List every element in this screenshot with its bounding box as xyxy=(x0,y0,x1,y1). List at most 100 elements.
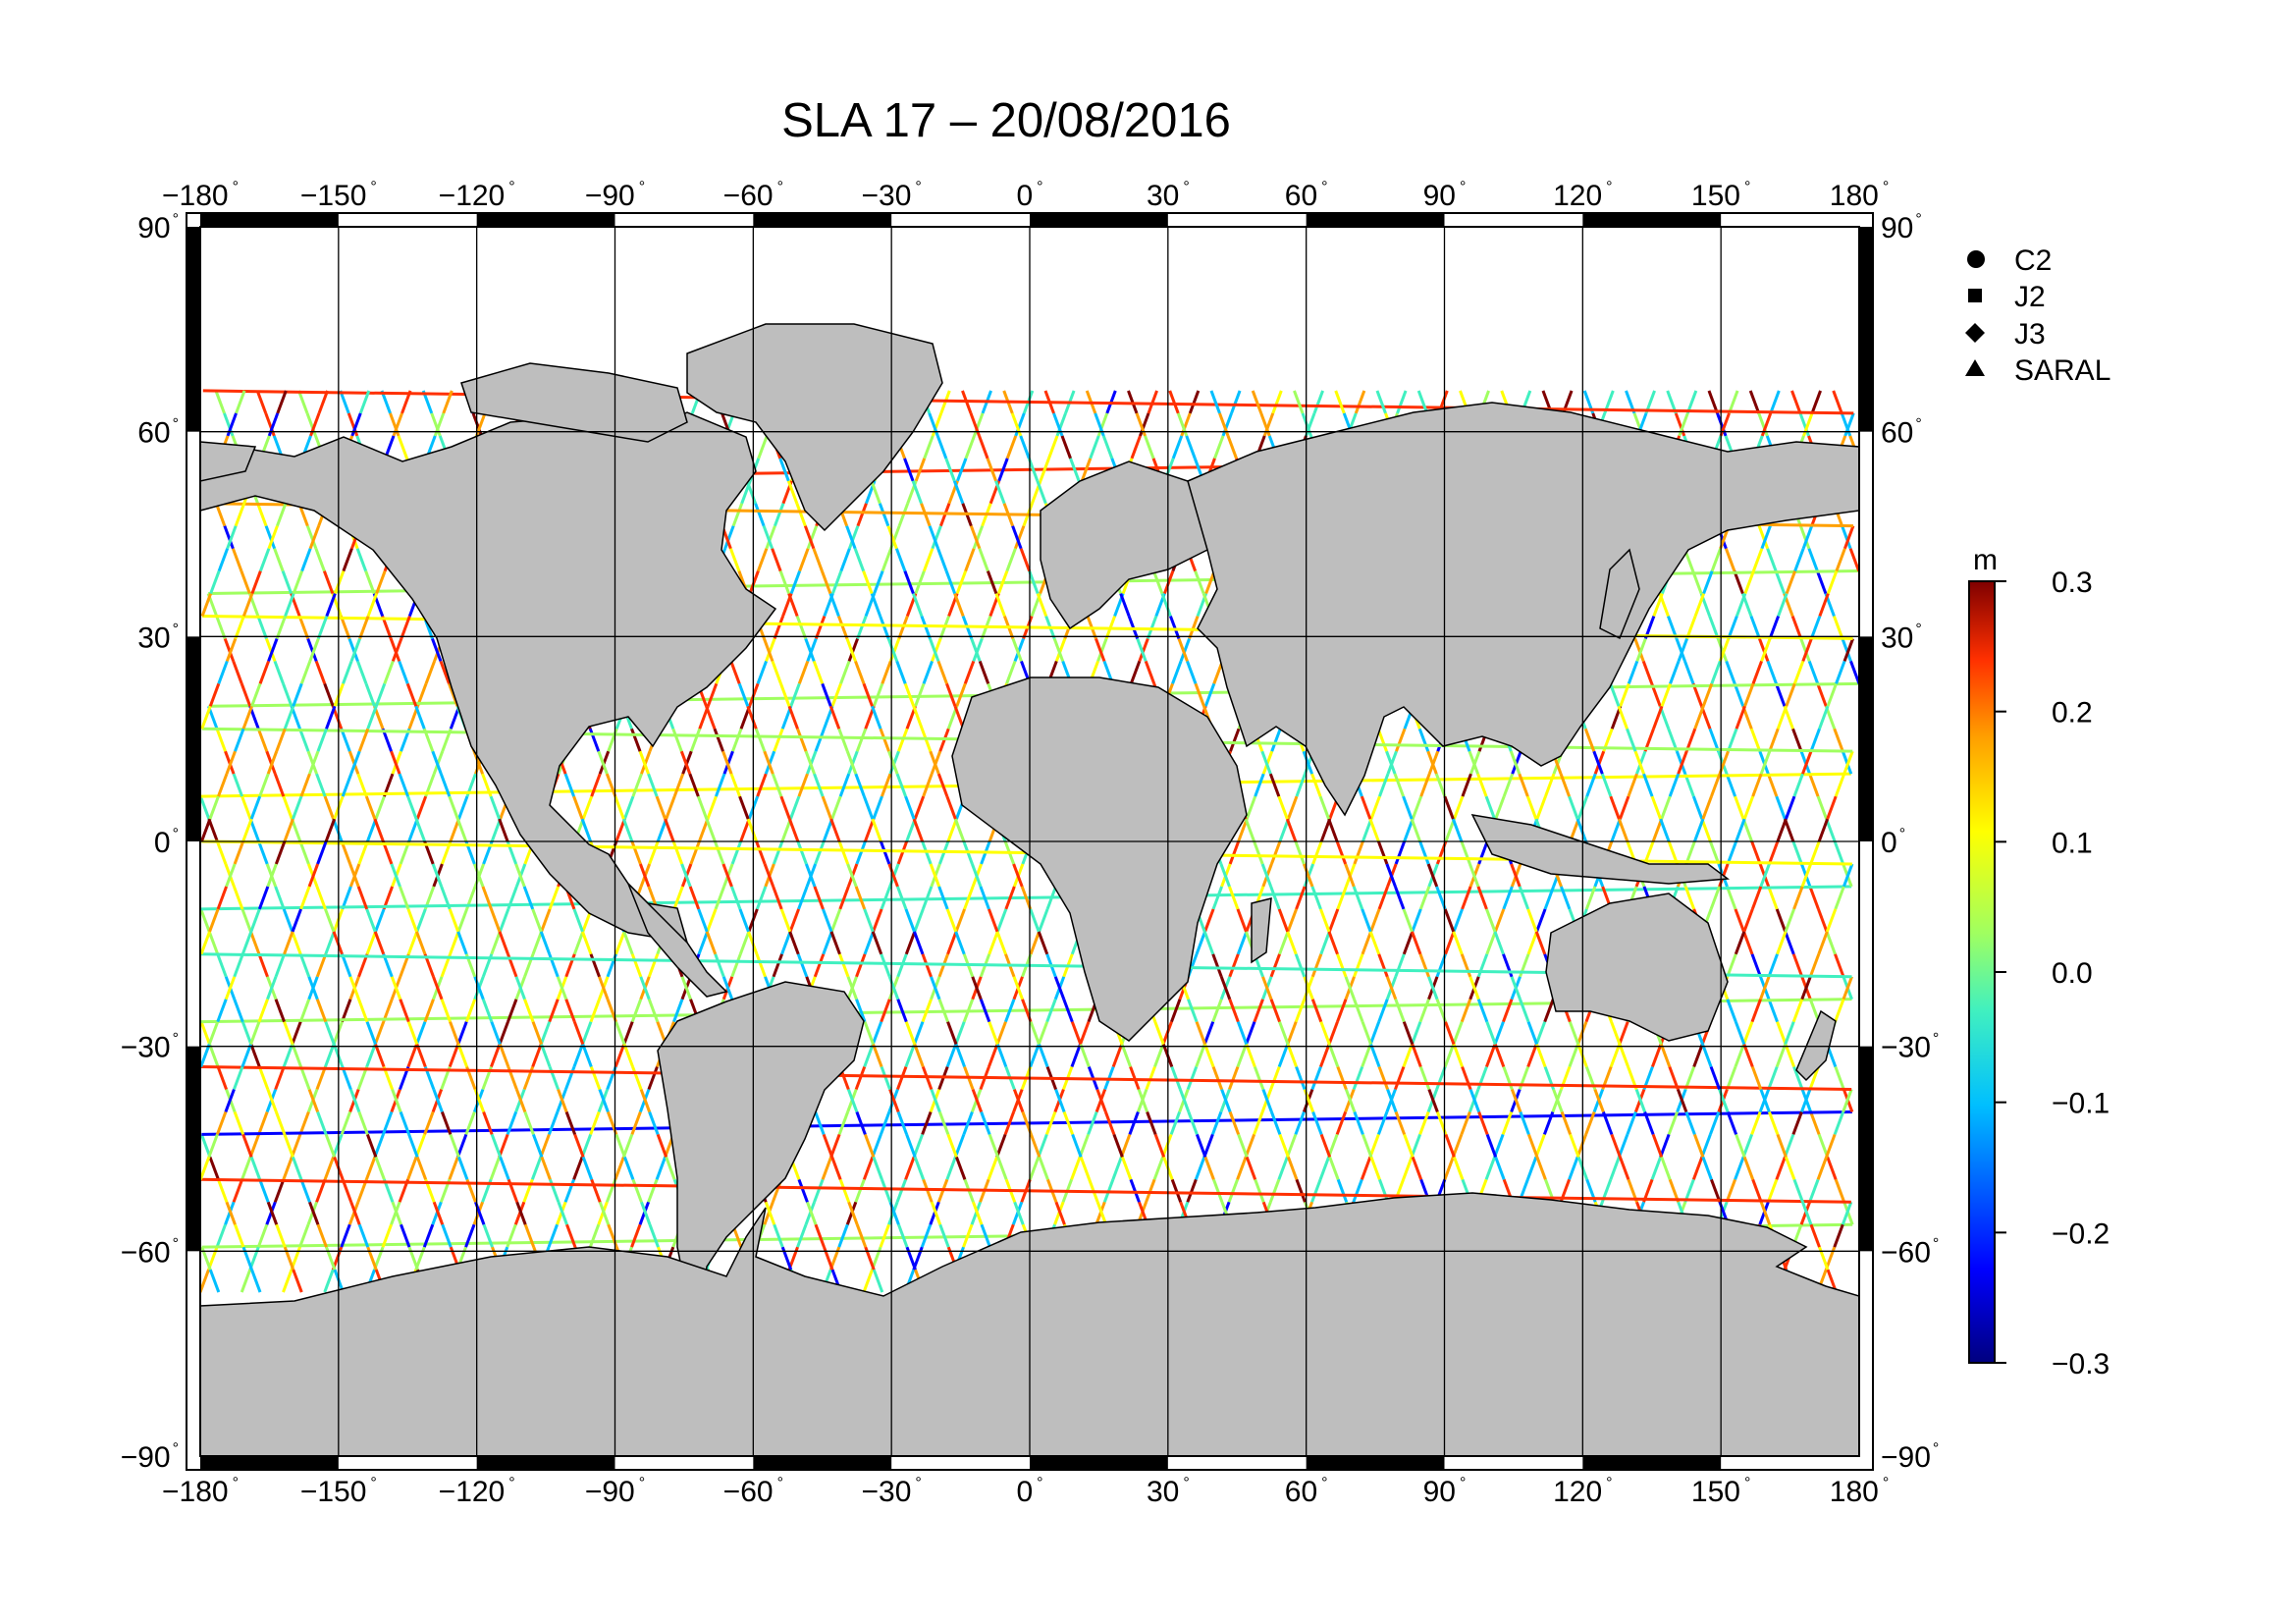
track-segment xyxy=(515,1201,527,1225)
track-segment xyxy=(232,660,243,684)
track-segment xyxy=(987,1156,999,1180)
track-segment xyxy=(1385,750,1397,775)
track-segment xyxy=(1137,1088,1149,1112)
track-segment xyxy=(1052,637,1065,662)
track-segment xyxy=(1361,908,1372,933)
track-segment xyxy=(498,1021,509,1046)
track-segment xyxy=(316,615,329,639)
track-segment xyxy=(315,886,327,910)
track-segment xyxy=(1369,1156,1381,1180)
track-segment xyxy=(1036,592,1048,617)
track-segment xyxy=(1534,1133,1546,1158)
track-segment xyxy=(1452,1021,1464,1046)
track-segment xyxy=(498,1044,510,1068)
track-segment xyxy=(1476,886,1488,910)
lon-tick-label: 30 ° xyxy=(1147,1475,1190,1508)
track-segment xyxy=(829,931,841,955)
track-segment xyxy=(1801,750,1813,775)
track-segment xyxy=(672,886,684,910)
track-segment xyxy=(241,705,253,730)
track-segment xyxy=(482,1110,494,1135)
track-segment xyxy=(374,795,386,820)
track-segment xyxy=(1552,1088,1564,1112)
track-segment xyxy=(1710,1178,1722,1203)
track-segment xyxy=(281,570,294,595)
track-segment xyxy=(804,863,817,888)
track-segment xyxy=(233,953,244,978)
track-segment xyxy=(1162,570,1175,595)
track-segment xyxy=(366,818,378,842)
track-segment xyxy=(1269,840,1282,865)
track-segment xyxy=(715,773,726,797)
track-segment xyxy=(872,1269,884,1293)
track-segment xyxy=(1451,1133,1464,1158)
track-segment xyxy=(1809,840,1821,865)
track-segment xyxy=(1501,1110,1514,1135)
track-segment xyxy=(1028,570,1040,595)
track-segment xyxy=(929,637,940,662)
track-segment xyxy=(863,1044,875,1068)
track-segment xyxy=(964,435,976,460)
track-segment xyxy=(1360,1156,1372,1180)
track-segment xyxy=(1768,615,1781,639)
track-segment xyxy=(215,615,227,639)
track-segment xyxy=(531,1021,543,1046)
track-segment xyxy=(200,1065,1852,1091)
lon-tick-label: −90 ° xyxy=(585,1475,645,1508)
track-segment xyxy=(1791,1110,1803,1135)
track-segment xyxy=(798,548,810,572)
track-segment xyxy=(316,728,328,752)
track-segment xyxy=(1692,1133,1705,1158)
track-segment xyxy=(846,863,858,888)
track-segment xyxy=(291,1044,302,1068)
track-segment xyxy=(788,931,800,955)
track-segment xyxy=(1286,1021,1298,1046)
track-segment xyxy=(276,503,288,527)
border-segment xyxy=(1582,213,1722,227)
track-segment xyxy=(1801,525,1814,550)
track-segment xyxy=(1800,976,1812,1001)
track-segment xyxy=(1195,1021,1206,1046)
track-segment xyxy=(1767,953,1779,978)
track-segment xyxy=(464,1110,476,1135)
track-segment xyxy=(349,637,361,662)
track-segment xyxy=(1775,908,1788,933)
track-segment xyxy=(1494,795,1506,820)
track-segment xyxy=(688,773,700,797)
track-segment xyxy=(1833,615,1844,639)
track-segment xyxy=(757,435,769,460)
track-segment xyxy=(1195,1133,1207,1158)
track-segment xyxy=(1452,1044,1464,1068)
track-segment xyxy=(896,840,909,865)
track-segment xyxy=(846,976,858,1001)
track-segment xyxy=(952,480,965,505)
track-segment xyxy=(789,682,801,707)
track-segment xyxy=(256,728,269,752)
track-segment xyxy=(806,637,818,662)
track-segment xyxy=(490,1133,503,1158)
track-segment xyxy=(415,1156,428,1180)
track-segment xyxy=(456,1156,469,1180)
track-segment xyxy=(365,1133,378,1158)
lon-tick-label: 0 ° xyxy=(1016,179,1042,212)
track-segment xyxy=(1144,660,1156,684)
track-segment xyxy=(598,1201,611,1225)
track-segment xyxy=(1767,1110,1780,1135)
track-segment xyxy=(1411,1156,1423,1180)
track-segment xyxy=(1310,1066,1322,1091)
track-segment xyxy=(456,931,468,955)
border-segment xyxy=(1306,1456,1445,1470)
track-segment xyxy=(1277,1044,1290,1068)
track-segment xyxy=(290,818,302,842)
track-segment xyxy=(1236,931,1249,955)
track-segment xyxy=(1725,660,1736,684)
track-segment xyxy=(1518,773,1529,797)
track-segment xyxy=(590,1178,602,1203)
track-segment xyxy=(225,863,237,888)
track-segment xyxy=(928,525,940,550)
track-segment xyxy=(523,1223,536,1248)
track-segment xyxy=(640,1201,652,1225)
track-segment xyxy=(1452,908,1465,933)
track-segment xyxy=(240,1021,253,1046)
track-segment xyxy=(854,660,866,684)
